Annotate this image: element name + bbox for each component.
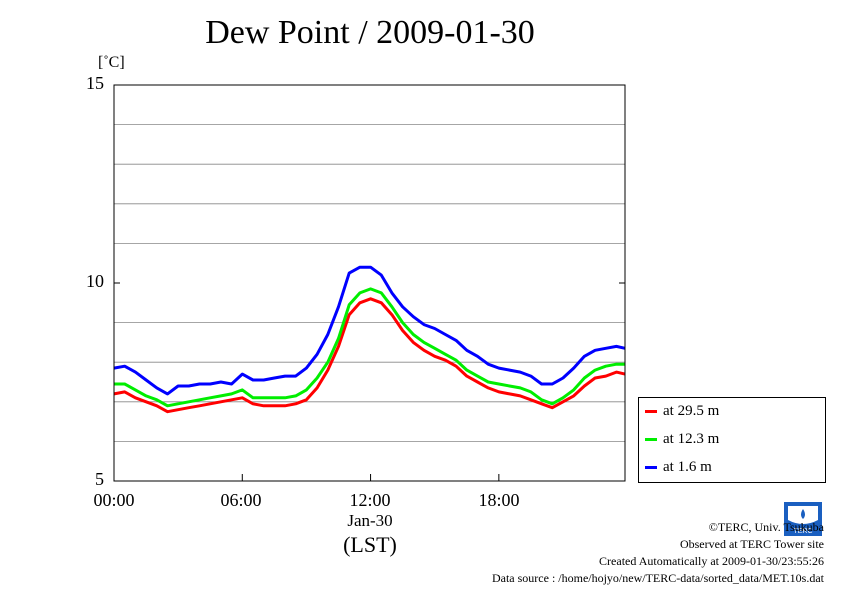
created-text: Created Automatically at 2009-01-30/23:5…	[599, 554, 824, 568]
legend-label: at 29.5 m	[663, 402, 720, 419]
series-line-at-29-5-m	[113, 297, 626, 414]
terc-logo-icon: TERC	[784, 502, 822, 536]
x-tick-label: 06:00	[220, 490, 262, 510]
legend-item: at 12.3 m	[645, 429, 719, 449]
legend-label: at 12.3 m	[663, 430, 720, 447]
y-tick-label: 10	[86, 271, 104, 291]
observed-text: Observed at TERC Tower site	[679, 537, 824, 551]
credits: ©TERC, Univ. Tsukuba Observed at TERC To…	[492, 519, 824, 587]
x-date-label: Jan-30	[347, 511, 393, 530]
x-tick-label: 12:00	[349, 490, 391, 510]
legend-swatch	[645, 437, 657, 441]
legend-label: at 1.6 m	[663, 458, 712, 475]
x-axis-label: (LST)	[343, 532, 397, 557]
y-tick-label: 15	[86, 73, 104, 93]
series-line-at-1-6-m	[113, 265, 626, 396]
y-axis-unit: [˚C]	[98, 54, 125, 71]
x-tick-label: 18:00	[478, 490, 520, 510]
legend-swatch	[645, 409, 657, 413]
x-tick-label: 00:00	[93, 490, 135, 510]
legend-item: at 29.5 m	[645, 401, 719, 421]
series-line-at-12-3-m	[114, 287, 625, 408]
y-tick-label: 5	[95, 469, 104, 489]
legend-swatch	[645, 465, 657, 469]
chart-title: Dew Point / 2009-01-30	[205, 14, 535, 51]
legend: at 29.5 m at 12.3 m at 1.6 m	[638, 397, 826, 483]
logo-text: TERC	[793, 528, 812, 535]
source-text: Data source : /home/hojyo/new/TERC-data/…	[491, 571, 824, 585]
copyright-text: ©TERC, Univ. Tsukuba	[708, 520, 824, 534]
legend-item: at 1.6 m	[645, 457, 712, 477]
plot-frame	[113, 84, 626, 482]
